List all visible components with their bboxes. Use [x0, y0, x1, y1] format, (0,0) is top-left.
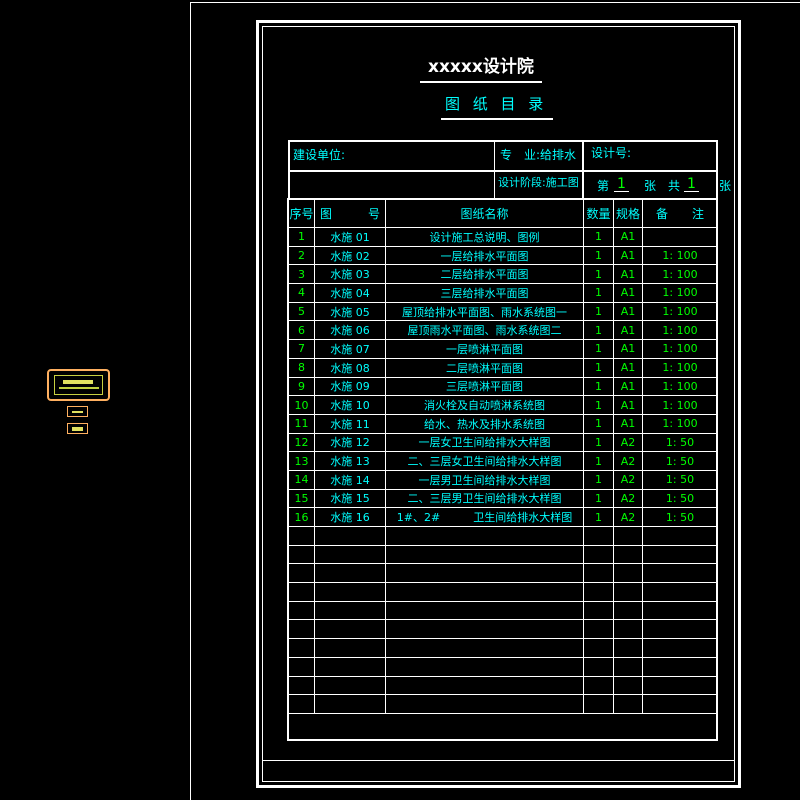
cell-no: 12 [288, 432, 315, 453]
header-col-divider-1 [494, 140, 495, 200]
footer-cell [288, 712, 718, 740]
empty-table-row [288, 619, 718, 640]
cell-size: A1 [613, 245, 643, 266]
stamp-thumbnail-small-1 [67, 406, 88, 417]
drawing-directory-table: 序号 图 号 图纸名称 数量 规格 备 注 1 水施 01 设计施工总说明、图例 1 A… [288, 199, 718, 740]
cell-code: 水施 16 [314, 507, 386, 527]
table-row: 1 水施 01 设计施工总说明、图例 1 A1 [288, 227, 718, 247]
table-border [287, 198, 718, 741]
header-col-divider-2 [582, 140, 584, 200]
col-header-qty: 数量 [583, 199, 614, 228]
sheet-number: 1 [614, 177, 629, 192]
table-row: 3 水施 03 二层给排水平面图 1 A1 1: 100 [288, 264, 718, 285]
cell-note: 1: 100 [642, 264, 718, 285]
cell-code: 水施 12 [314, 432, 386, 453]
table-row: 7 水施 07 一层喷淋平面图 1 A1 1: 100 [288, 339, 718, 359]
cell-note: 1: 100 [642, 339, 718, 359]
cell-code: 水施 02 [314, 245, 386, 266]
cell-name: 消火栓及自动喷淋系统图 [385, 395, 584, 415]
footer-row [288, 712, 718, 740]
stamp-thumbnail [47, 369, 110, 401]
table-row: 13 水施 13 二、三层女卫生间给排水大样图 1 A2 1: 50 [288, 451, 718, 471]
design-number-label: 设计号: [591, 146, 632, 160]
cell-size: A2 [613, 451, 643, 471]
drawing-frame-outer [256, 20, 741, 788]
col-header-name: 图纸名称 [385, 199, 584, 228]
col-header-code: 图 号 [314, 199, 386, 228]
subtitle-underline [441, 118, 553, 120]
cell-name: 1#、2# 卫生间给排水大样图 [385, 507, 584, 527]
client-label: 建设单位: [293, 148, 346, 162]
cell-note: 1: 50 [642, 507, 718, 527]
cell-note: 1: 100 [642, 283, 718, 303]
col-header-note: 备 注 [642, 199, 718, 228]
empty-table-row [288, 694, 718, 714]
cell-code: 水施 03 [314, 264, 386, 285]
sheet-prefix: 第 [597, 179, 610, 193]
cell-name: 设计施工总说明、图例 [385, 227, 584, 247]
cell-name: 给水、热水及排水系统图 [385, 413, 584, 434]
stamp-thumbnail-small-2 [67, 423, 88, 434]
table-row: 12 水施 12 一层女卫生间给排水大样图 1 A2 1: 50 [288, 432, 718, 453]
col-header-size: 规格 [613, 199, 643, 228]
cell-code: 水施 01 [314, 227, 386, 247]
table-row: 11 水施 11 给水、热水及排水系统图 1 A1 1: 100 [288, 413, 718, 434]
header-row-divider [288, 170, 718, 172]
cell-note: 1: 50 [642, 469, 718, 490]
cell-note: 1: 100 [642, 245, 718, 266]
title-block-divider [262, 760, 735, 761]
drawing-frame-inner [262, 26, 735, 782]
sheet-mid: 张 共 [644, 179, 681, 193]
table-row: 10 水施 10 消火栓及自动喷淋系统图 1 A1 1: 100 [288, 395, 718, 415]
institute-title: xxxxx设计院 [428, 57, 534, 77]
table-row: 16 水施 16 1#、2# 卫生间给排水大样图 1 A2 1: 50 [288, 507, 718, 527]
directory-title: 图 纸 目 录 [445, 95, 548, 113]
empty-table-row [288, 638, 718, 658]
cell-no: 11 [288, 413, 315, 434]
table-header-row: 序号 图 号 图纸名称 数量 规格 备 注 [288, 199, 718, 228]
cell-size: A1 [613, 227, 643, 247]
cell-code: 水施 13 [314, 451, 386, 471]
model-space-border-top [190, 2, 800, 3]
cell-size: A1 [613, 283, 643, 303]
title-underline [420, 81, 542, 83]
sheet-suffix: 张 [719, 179, 732, 193]
cell-size: A1 [613, 376, 643, 397]
empty-table-row [288, 656, 718, 677]
table-row: 14 水施 14 一层男卫生间给排水大样图 1 A2 1: 50 [288, 469, 718, 490]
model-space-border-left [190, 2, 191, 800]
cell-note: 1: 100 [642, 357, 718, 378]
cell-code: 水施 10 [314, 395, 386, 415]
cell-size: A1 [613, 264, 643, 285]
discipline-label: 专 业:给排水 [500, 148, 577, 162]
sheet-total: 1 [684, 177, 699, 192]
design-stage-label: 设计阶段:施工图 [498, 176, 579, 189]
cell-note: 1: 100 [642, 376, 718, 397]
cell-name: 二、三层女卫生间给排水大样图 [385, 451, 584, 471]
cell-code: 水施 07 [314, 339, 386, 359]
